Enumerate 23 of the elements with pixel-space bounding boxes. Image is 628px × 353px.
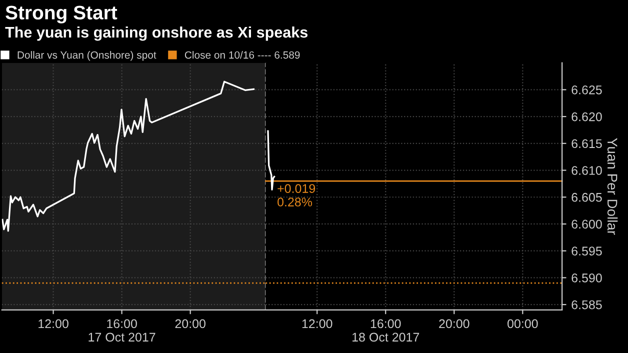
chart-subtitle: The yuan is gaining onshore as Xi speaks	[5, 26, 308, 41]
y-tick-label: 6.615	[572, 139, 602, 148]
x-tick-label: 00:00	[508, 319, 538, 328]
y-tick-label: 6.605	[572, 192, 602, 202]
x-tick-label: 16:00 17 Oct 2017	[88, 319, 156, 342]
line-series	[267, 130, 276, 190]
x-tick-label: 16:00 18 Oct 2017	[352, 319, 420, 342]
x-tick-label: 20:00	[175, 319, 206, 328]
y-tick-label: 6.625	[572, 85, 602, 94]
y-tick-label: 6.610	[572, 166, 602, 175]
x-tick-label: 12:00	[302, 319, 332, 328]
legend-label: Close on 10/16 ---- 6.589	[184, 51, 300, 59]
y-axis-title: Yuan Per Dollar	[607, 138, 618, 235]
y-tick-label: 6.585	[572, 300, 602, 310]
x-tick-label: 20:00	[439, 319, 470, 328]
y-tick-label: 6.590	[572, 274, 602, 282]
y-tick-label: 6.620	[572, 112, 602, 122]
chart-title: Strong Start	[6, 6, 118, 24]
y-tick-label: 6.595	[572, 246, 602, 256]
x-tick-label: 12:00	[38, 319, 68, 328]
y-tick-label: 6.600	[572, 220, 602, 229]
legend-label: Dollar vs Yuan (Onshore) spot	[18, 51, 156, 61]
annotation: +0.019 0.28%	[278, 184, 316, 206]
